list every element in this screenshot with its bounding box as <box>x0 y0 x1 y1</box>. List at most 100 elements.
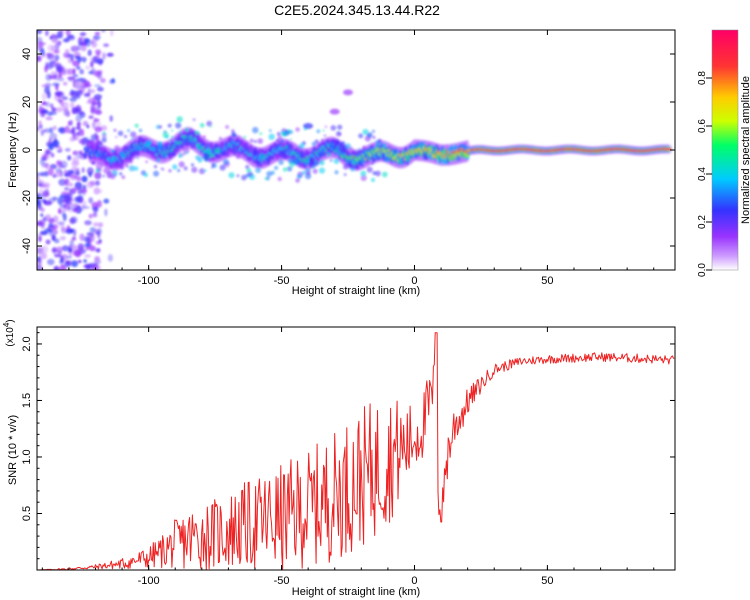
noise-blob <box>82 41 87 45</box>
ridge-speckle <box>264 177 268 180</box>
ridge-speckle <box>358 133 364 139</box>
noise-blob <box>88 197 94 204</box>
noise-blob <box>47 197 56 204</box>
noise-blob <box>41 92 47 101</box>
ridge-speckle <box>199 122 205 128</box>
noise-blob <box>51 38 58 44</box>
noise-blob <box>94 132 98 140</box>
noise-blob <box>40 245 49 254</box>
spectrogram-x-label: Height of straight line (km) <box>292 285 420 297</box>
noise-blob <box>79 69 84 75</box>
noise-blob <box>94 31 101 36</box>
noise-blob <box>94 84 102 88</box>
ridge-speckle <box>231 132 237 138</box>
spectrogram-y-tick-label: 0 <box>21 147 33 153</box>
snr-y-tick-label: 2.0 <box>21 336 33 351</box>
noise-blob <box>96 231 100 235</box>
noise-blob <box>58 71 62 79</box>
noise-blob <box>103 198 110 204</box>
ridge-speckle <box>279 152 284 157</box>
noise-blob <box>97 86 104 92</box>
noise-blob <box>67 182 74 187</box>
ridge-speckle <box>274 165 279 170</box>
noise-blob <box>80 44 87 52</box>
noise-blob <box>65 111 71 118</box>
ridge-speckle <box>125 164 129 168</box>
ridge-speckle <box>134 123 139 128</box>
noise-blob <box>76 65 81 70</box>
noise-blob <box>106 52 114 57</box>
noise-blob <box>59 30 64 35</box>
noise-blob <box>92 222 100 227</box>
noise-blob <box>69 136 75 142</box>
ridge-speckle <box>317 147 320 151</box>
spectrogram-y-tick-label: 40 <box>21 48 33 60</box>
noise-blob <box>95 240 102 245</box>
ridge-speckle <box>256 160 261 165</box>
noise-blob <box>44 86 50 95</box>
noise-blob <box>37 126 40 132</box>
noise-blob <box>83 92 91 97</box>
ridge-speckle <box>312 168 318 174</box>
noise-blob <box>54 63 62 69</box>
ridge-speckle <box>219 150 223 154</box>
ridge-speckle <box>334 143 339 147</box>
ridge-speckle <box>110 149 115 153</box>
ridge-speckle <box>245 164 250 170</box>
noise-blob <box>67 53 72 59</box>
noise-blob <box>49 111 57 115</box>
ridge-speckle <box>153 170 160 177</box>
ridge-speckle <box>96 153 101 158</box>
noise-blob <box>83 152 88 160</box>
noise-blob <box>54 91 63 96</box>
colorbar-tick-label: 0.6 <box>697 119 708 133</box>
noise-blob <box>58 259 64 265</box>
ridge-speckle <box>362 145 366 150</box>
ridge-speckle <box>203 152 210 160</box>
snr-x-tick-label: 50 <box>541 575 553 587</box>
noise-blob <box>63 194 71 203</box>
noise-blob <box>37 247 41 256</box>
ridge-speckle <box>128 165 135 172</box>
noise-blob <box>90 108 97 115</box>
noise-blob <box>75 134 79 141</box>
noise-blob <box>78 36 86 42</box>
spectrogram-y-tick-label: -20 <box>21 190 33 206</box>
noise-blob <box>40 181 48 188</box>
colorbar-label: Normalized spectral amplitude <box>740 76 750 224</box>
colorbar-ticks: 0.0 0.2 0.4 0.6 0.8 <box>697 71 712 277</box>
ridge-speckle <box>183 147 190 154</box>
noise-blob <box>79 133 83 137</box>
ridge-speckle <box>158 154 162 158</box>
noise-blob <box>98 222 104 228</box>
ridge-speckle <box>253 159 258 164</box>
noise-blob <box>73 175 81 180</box>
ridge-speckle <box>205 148 212 155</box>
noise-blob <box>73 228 77 237</box>
ridge-speckle <box>291 154 295 158</box>
noise-blob <box>39 159 45 165</box>
secondary-branch-blob <box>303 123 314 129</box>
spectrogram-y-label: Frequency (Hz) <box>7 112 19 188</box>
ridge-speckle <box>130 131 137 138</box>
snr-background <box>37 327 675 570</box>
noise-blob <box>62 253 68 261</box>
ridge-speckle <box>175 122 182 129</box>
ridge-speckle <box>145 160 149 164</box>
noise-blob <box>74 55 80 60</box>
ridge-speckle <box>266 171 273 177</box>
noise-blob <box>96 52 100 59</box>
noise-blob <box>67 155 72 161</box>
ridge-speckle <box>202 135 206 139</box>
noise-blob <box>47 258 55 266</box>
noise-blob <box>43 157 47 161</box>
noise-blob <box>82 206 90 209</box>
noise-blob <box>77 187 84 195</box>
noise-blob <box>100 78 106 83</box>
noise-blob <box>53 266 61 270</box>
noise-blob <box>39 187 43 195</box>
ridge-speckle <box>172 164 178 170</box>
spectrogram-x-tick-label: 50 <box>541 275 553 287</box>
ridge-speckle <box>358 147 360 150</box>
